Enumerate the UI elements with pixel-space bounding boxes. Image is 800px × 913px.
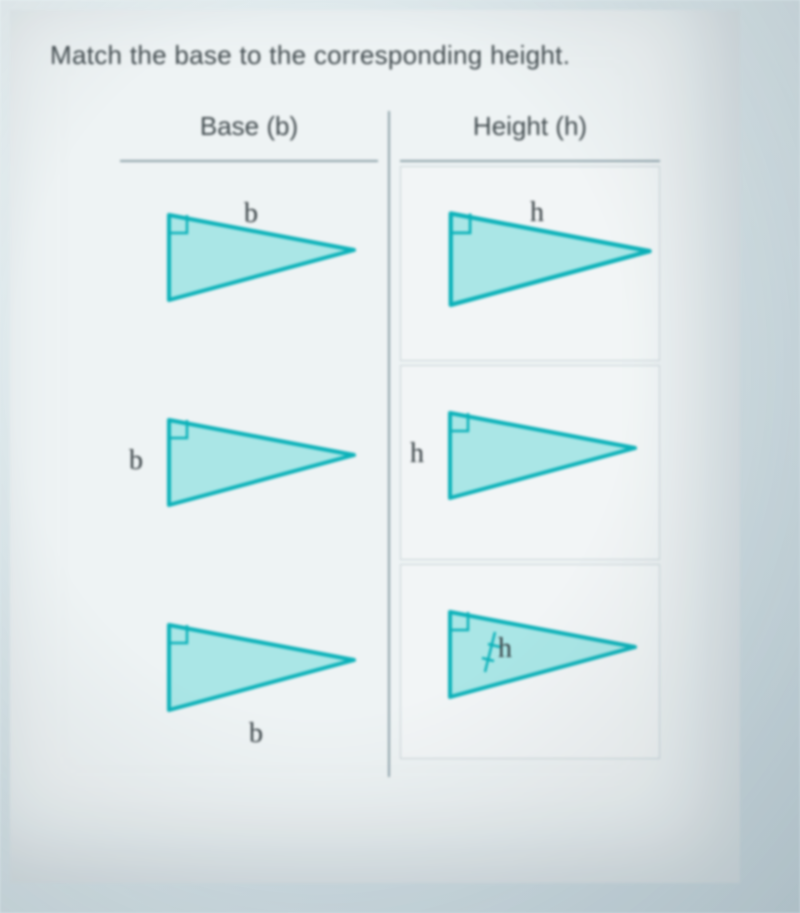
base-cell-3: b [110,572,388,777]
base-cell-2: b [110,367,388,572]
h-label-interior: h [498,633,512,665]
base-column: Base (b) b b [110,111,390,777]
height-column: Height (h) h h [390,111,670,777]
base-column-header: Base (b) [120,111,378,162]
triangle-icon [440,398,640,508]
height-column-header: Height (h) [400,111,660,162]
triangle-icon [159,610,359,720]
height-cell-2[interactable]: h [400,365,660,560]
height-cell-1[interactable]: h [400,166,660,361]
b-label-top: b [244,198,258,230]
triangle-icon [159,405,359,515]
question-prompt: Match the base to the corresponding heig… [50,40,700,71]
b-label-bottom: b [249,718,263,750]
b-label-left: b [129,445,143,477]
match-table: Base (b) b b [110,111,700,777]
worksheet-page: Match the base to the corresponding heig… [10,10,740,883]
triangle-icon [159,200,359,310]
h-label-left: h [410,438,424,470]
base-cell-1: b [110,162,388,367]
triangle-icon [440,199,655,314]
h-label-top: h [530,197,544,229]
height-cell-3[interactable]: h [400,564,660,759]
triangle-icon [440,597,640,707]
